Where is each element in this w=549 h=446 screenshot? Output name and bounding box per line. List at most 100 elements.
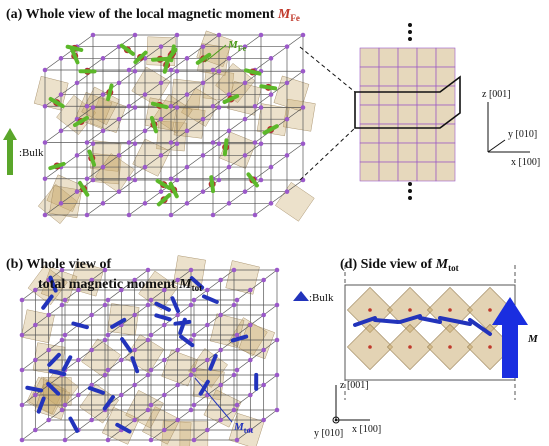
- atom: [301, 105, 306, 110]
- atom: [285, 153, 290, 158]
- octahedron: [360, 162, 379, 181]
- atom: [43, 104, 48, 109]
- panel-d-title: (d) Side view of Mtot: [340, 257, 459, 273]
- moment-arrow: [246, 70, 260, 73]
- atom: [101, 129, 106, 134]
- moment-arrow: [375, 320, 398, 322]
- atom: [89, 418, 94, 423]
- octahedron: [379, 162, 398, 181]
- octahedron: [379, 105, 398, 124]
- octahedron: [82, 339, 121, 378]
- atom: [285, 81, 290, 86]
- atom: [63, 438, 68, 443]
- atom: [162, 358, 167, 363]
- atom: [285, 189, 290, 194]
- atom: [46, 348, 51, 353]
- atom: [75, 153, 80, 158]
- atom: [488, 308, 492, 312]
- atom: [46, 418, 51, 423]
- atom: [143, 92, 148, 97]
- atom: [211, 68, 216, 73]
- atom: [248, 358, 253, 363]
- atom: [33, 288, 38, 293]
- atom: [169, 176, 174, 181]
- atom: [119, 393, 124, 398]
- atom: [192, 438, 197, 443]
- atom: [149, 333, 154, 338]
- atom: [133, 141, 138, 146]
- octahedron: [417, 86, 436, 105]
- atom: [132, 383, 137, 388]
- octahedron: [417, 124, 436, 143]
- octahedron: [398, 86, 417, 105]
- atom: [217, 33, 222, 38]
- atom: [408, 308, 412, 312]
- atom: [169, 213, 174, 218]
- atom: [103, 338, 108, 343]
- moment-arrow: [261, 86, 275, 88]
- grid-line: [22, 410, 62, 440]
- atom: [259, 105, 264, 110]
- atom: [85, 140, 90, 145]
- panel-b-title-2: total magnetic moment Mtot: [38, 277, 202, 293]
- atom: [117, 189, 122, 194]
- bulk-icon: [293, 291, 309, 301]
- octahedron: [417, 143, 436, 162]
- atom: [149, 438, 154, 443]
- atom: [149, 298, 154, 303]
- zoom-line: [300, 128, 355, 180]
- atom: [218, 278, 223, 283]
- atom: [269, 56, 274, 61]
- atom: [33, 323, 38, 328]
- atom: [235, 438, 240, 443]
- atom: [75, 81, 80, 86]
- axis-x-d: x [100]: [352, 424, 381, 435]
- atom: [89, 313, 94, 318]
- atom: [63, 403, 68, 408]
- octahedron: [417, 67, 436, 86]
- atom: [133, 33, 138, 38]
- atom: [60, 303, 65, 308]
- octahedron: [398, 162, 417, 181]
- atom: [211, 104, 216, 109]
- octahedron: [379, 48, 398, 67]
- atom: [192, 368, 197, 373]
- bulk-label: :Bulk: [19, 147, 44, 159]
- atom: [43, 68, 48, 73]
- atom: [103, 373, 108, 378]
- atom: [211, 213, 216, 218]
- atom: [59, 201, 64, 206]
- atom: [149, 403, 154, 408]
- atom: [217, 178, 222, 183]
- atom: [253, 140, 258, 145]
- atom: [269, 165, 274, 170]
- axes-a: [488, 102, 530, 152]
- atom: [253, 213, 258, 218]
- atom: [20, 438, 25, 443]
- atom: [101, 165, 106, 170]
- grid-line: [65, 305, 105, 335]
- atom: [175, 348, 180, 353]
- atom: [91, 33, 96, 38]
- octahedron: [417, 162, 436, 181]
- atom: [169, 68, 174, 73]
- atom: [185, 56, 190, 61]
- atom: [488, 345, 492, 349]
- atom: [33, 428, 38, 433]
- grid-line: [255, 144, 303, 179]
- atom: [275, 408, 280, 413]
- octahedron: [398, 124, 417, 143]
- moment-arrow: [122, 339, 130, 350]
- atom: [159, 153, 164, 158]
- lattices: [20, 23, 515, 446]
- moment-arrow: [211, 177, 213, 191]
- atom: [91, 141, 96, 146]
- axis-y-d: y [010]: [314, 428, 343, 439]
- atom: [275, 373, 280, 378]
- atom: [119, 358, 124, 363]
- atom: [20, 333, 25, 338]
- atom: [285, 44, 290, 49]
- atom: [253, 104, 258, 109]
- atom: [243, 189, 248, 194]
- panel-a-title: (a) Whole view of the local magnetic mom…: [6, 7, 300, 23]
